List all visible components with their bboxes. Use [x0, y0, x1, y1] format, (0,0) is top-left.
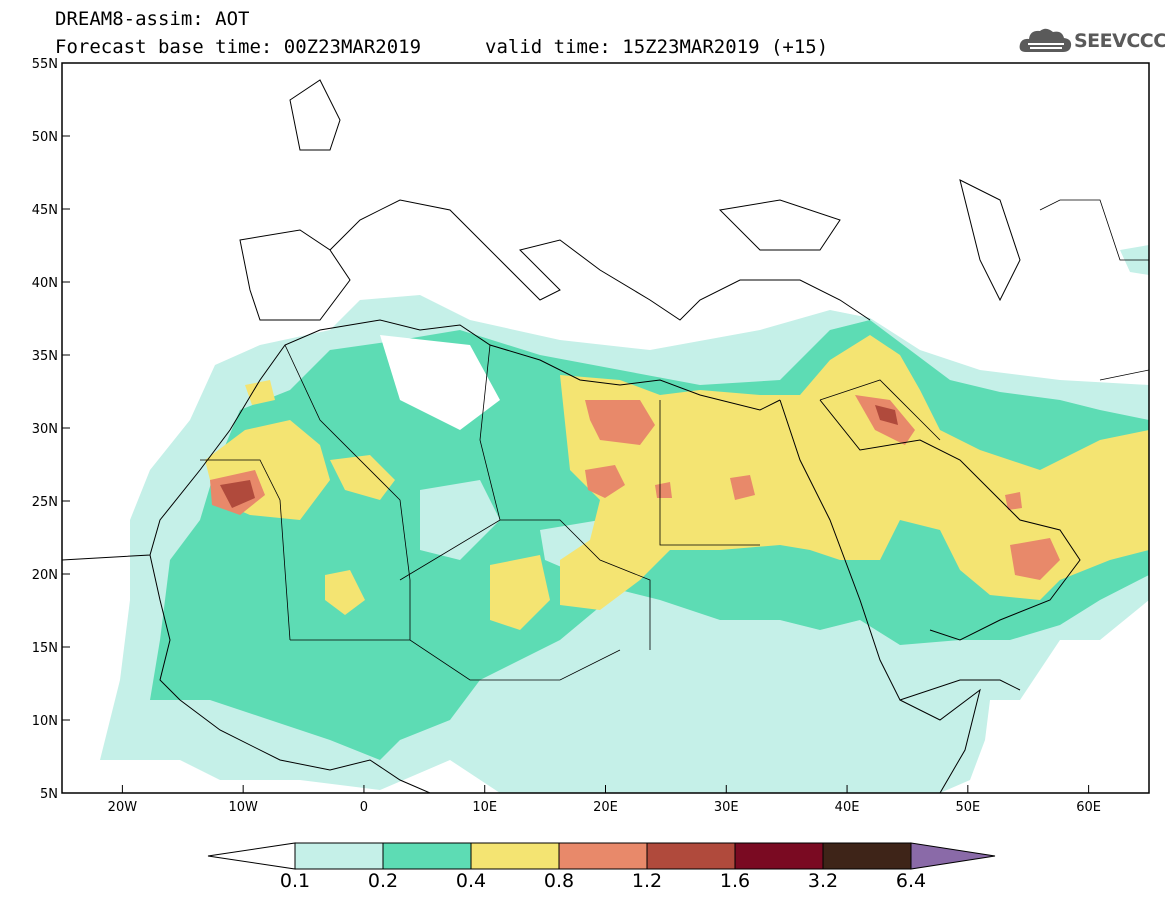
- aot-band-0.8h: [1005, 492, 1022, 510]
- coast-nw-africa: [62, 319, 781, 561]
- coast-red-sea: [779, 399, 1021, 701]
- aot-band-1.2b: [875, 405, 898, 425]
- colorbar-swatch-0.4: [470, 842, 560, 870]
- aot-band-0.8f: [1010, 538, 1060, 580]
- lat-tick-label: 55N: [32, 57, 58, 72]
- lon-tick-label: 60E: [1076, 800, 1101, 815]
- aot-hole-1: [380, 335, 500, 430]
- aot-band-0.8: [585, 400, 655, 445]
- aot-band-0.4c: [490, 555, 550, 630]
- colorbar-label: 6.4: [895, 870, 927, 892]
- colorbar-swatch-0.8: [558, 842, 648, 870]
- logo-text: SEEVCCC: [1074, 30, 1165, 52]
- lon-tick-label: 50E: [955, 800, 980, 815]
- lon-tick-label: 10W: [228, 800, 258, 815]
- coast-horn: [899, 688, 981, 793]
- aot-band-0.4: [560, 335, 1149, 610]
- lat-tick-label: 45N: [32, 203, 58, 218]
- seevccc-logo: SEEVCCC: [1018, 24, 1165, 58]
- lat-tick-label: 35N: [32, 349, 58, 364]
- coast-europe: [329, 199, 871, 321]
- aot-band-0.8d: [655, 482, 672, 498]
- lon-tick-label: 30E: [714, 800, 739, 815]
- lon-tick-label: 20E: [593, 800, 618, 815]
- lon-tick-label: 20W: [108, 800, 138, 815]
- colorbar-label: 3.2: [807, 870, 839, 892]
- lon-tick-label: 40E: [835, 800, 860, 815]
- aot-band-0.4d: [325, 570, 365, 615]
- colorbar-label: 0.8: [543, 870, 575, 892]
- lat-tick-label: 50N: [32, 130, 58, 145]
- coast-caspian: [959, 179, 1021, 302]
- coast-west-africa: [149, 554, 431, 793]
- latitude-ticks: 55N 50N 45N 40N 35N 30N 25N 20N 15N 10N 5N: [32, 57, 70, 802]
- lat-tick-label: 5N: [40, 787, 58, 802]
- aot-hole-2: [420, 480, 500, 560]
- valid-time: valid time: 15Z23MAR2019 (+15): [485, 36, 829, 58]
- colorbar-high-arrow: [910, 842, 996, 870]
- longitude-ticks: 20W 10W 0 10E 20E 30E 40E 50E 60E: [108, 785, 1101, 815]
- lon-tick-label: 0: [360, 800, 368, 815]
- aot-band-0.8c: [730, 475, 755, 500]
- coast-britain: [289, 79, 341, 151]
- lat-tick-label: 30N: [32, 422, 58, 437]
- base-time: Forecast base time: 00Z23MAR2019: [55, 36, 422, 58]
- colorbar-label: 0.1: [279, 870, 311, 892]
- lat-tick-label: 25N: [32, 495, 58, 510]
- country-borders: [200, 199, 1149, 681]
- lat-tick-label: 20N: [32, 568, 58, 583]
- model-title: DREAM8-assim: AOT: [55, 8, 250, 30]
- lon-tick-label: 10E: [472, 800, 497, 815]
- colorbar-swatch-3.2: [822, 842, 912, 870]
- lat-tick-label: 10N: [32, 714, 58, 729]
- colorbar-label: 0.4: [455, 870, 487, 892]
- aot-band-0.4e: [330, 455, 395, 500]
- colorbar-label: 1.6: [719, 870, 751, 892]
- colorbar-label: 1.2: [631, 870, 663, 892]
- aot-band-0.4f: [245, 380, 275, 405]
- colorbar: [207, 842, 996, 870]
- aot-band-1.2: [220, 480, 255, 508]
- coastlines: [62, 79, 1081, 793]
- coast-black-sea: [718, 199, 841, 251]
- aot-field: [62, 63, 1149, 793]
- colorbar-swatch-1.2: [646, 842, 736, 870]
- colorbar-swatch-1.6: [734, 842, 824, 870]
- cloud-icon: [1019, 28, 1072, 52]
- colorbar-swatch-0.1: [294, 842, 384, 870]
- aot-band-0.8b: [585, 465, 625, 498]
- lat-tick-label: 15N: [32, 641, 58, 656]
- colorbar-swatch-0.2: [382, 842, 472, 870]
- lat-tick-label: 40N: [32, 276, 58, 291]
- colorbar-low-arrow: [207, 842, 296, 870]
- colorbar-label: 0.2: [367, 870, 399, 892]
- coast-iberia: [239, 229, 351, 321]
- coast-arabia: [819, 399, 1081, 641]
